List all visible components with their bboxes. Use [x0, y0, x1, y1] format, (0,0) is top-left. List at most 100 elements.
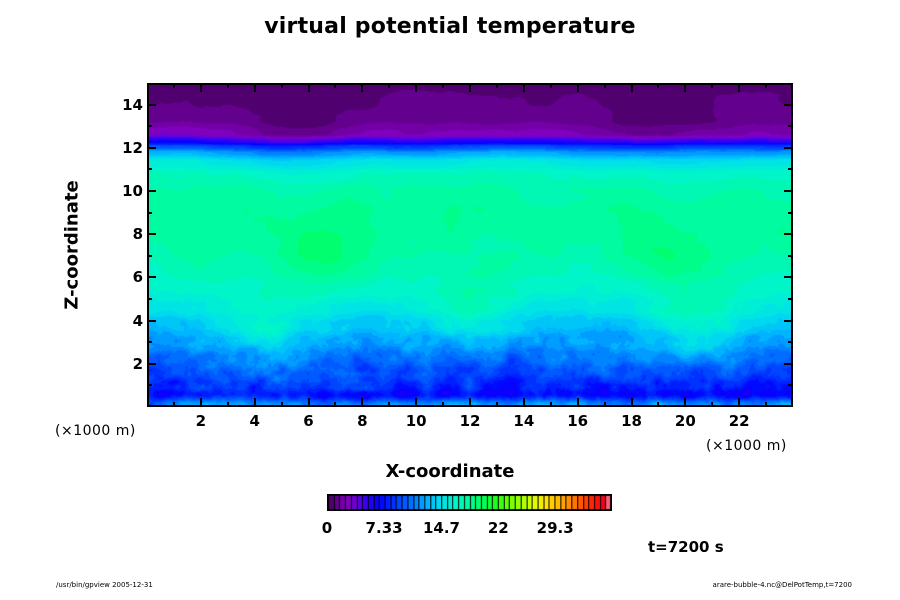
y-tick-major-right [784, 319, 793, 322]
colorbar-tick-label: 14.7 [422, 519, 460, 537]
x-tick-minor [172, 402, 175, 407]
x-axis-title: X-coordinate [385, 461, 515, 482]
x-axis-unit-note: (×1000 m) [706, 438, 787, 454]
y-tick-major-right [784, 103, 793, 106]
y-tick-minor-right [788, 254, 793, 257]
contour-plot-area [147, 83, 793, 407]
x-tick-label: 10 [405, 412, 427, 430]
y-tick-major [147, 190, 156, 192]
y-tick-major [147, 319, 156, 322]
y-tick-minor-right [788, 211, 793, 214]
x-tick-major-top [253, 83, 256, 92]
y-tick-major-right [784, 233, 793, 236]
colorbar-canvas [327, 494, 612, 511]
colorbar-tick-label: 7.33 [365, 519, 403, 537]
x-tick-minor-top [603, 83, 606, 88]
x-tick-minor [495, 402, 498, 407]
y-tick-major-right [784, 146, 793, 149]
y-tick-minor [147, 211, 152, 214]
x-tick-minor [442, 402, 445, 407]
x-tick-minor [711, 402, 714, 407]
y-tick-label: 6 [132, 268, 143, 287]
x-tick-minor-top [442, 83, 445, 88]
x-tick-major-top [415, 83, 418, 92]
x-tick-major-top [307, 83, 310, 92]
x-tick-major [199, 398, 202, 407]
x-tick-major [576, 398, 579, 407]
x-tick-label: 4 [249, 412, 260, 430]
x-tick-major-top [522, 83, 525, 92]
x-tick-minor-top [711, 83, 714, 88]
colorbar-tick-label: 29.3 [536, 519, 574, 537]
x-tick-minor [549, 402, 552, 407]
x-tick-label: 18 [621, 412, 642, 430]
x-tick-major [415, 398, 418, 407]
x-tick-minor [280, 402, 283, 407]
y-tick-major [147, 233, 156, 236]
y-axis-title: Z-coordinate [61, 180, 83, 310]
x-tick-minor [226, 402, 229, 407]
x-tick-label: 20 [674, 412, 696, 430]
colorbar-tick-label: 22 [487, 519, 509, 537]
y-tick-minor [147, 341, 152, 344]
y-tick-minor-right [788, 168, 793, 171]
y-tick-minor [147, 384, 152, 387]
x-tick-minor [657, 402, 660, 407]
x-tick-major [469, 398, 471, 407]
y-axis-unit-note: (×1000 m) [55, 423, 136, 439]
y-tick-minor-right [788, 341, 793, 344]
x-tick-label: 16 [567, 412, 589, 430]
y-tick-minor-right [788, 125, 793, 128]
y-tick-major-right [784, 190, 793, 192]
x-tick-label: 6 [303, 412, 314, 430]
temperature-field-canvas [149, 85, 791, 405]
x-tick-label: 12 [459, 412, 481, 430]
x-tick-minor [388, 402, 391, 407]
x-tick-minor-top [172, 83, 175, 88]
x-tick-minor-top [765, 83, 768, 88]
x-tick-label: 14 [513, 412, 535, 430]
y-tick-minor [147, 298, 152, 300]
y-tick-label: 10 [122, 182, 143, 200]
x-tick-major-top [199, 83, 202, 92]
x-tick-major [253, 398, 256, 407]
x-tick-minor [765, 402, 768, 407]
x-tick-label: 2 [195, 412, 207, 430]
y-tick-label: 2 [132, 354, 143, 373]
x-tick-minor-top [495, 83, 498, 88]
colorbar [327, 494, 612, 511]
x-tick-major [361, 398, 364, 407]
y-tick-label: 4 [132, 311, 143, 330]
x-tick-label: 22 [728, 412, 750, 430]
x-tick-major-top [738, 83, 741, 92]
colorbar-tick-label: 0 [321, 519, 333, 537]
y-tick-minor-right [788, 384, 793, 387]
x-tick-minor-top [334, 83, 337, 88]
y-tick-major-right [784, 276, 793, 279]
x-tick-major-top [576, 83, 579, 92]
y-tick-major [147, 276, 156, 279]
time-stamp-label: t=7200 s [648, 538, 724, 556]
x-tick-major [684, 398, 687, 407]
y-tick-minor [147, 168, 152, 171]
x-tick-minor-top [280, 83, 283, 88]
page-title: virtual potential temperature [264, 14, 636, 39]
x-tick-minor-top [388, 83, 391, 88]
y-tick-minor [147, 125, 152, 128]
x-tick-minor-top [657, 83, 660, 88]
y-tick-label: 12 [122, 138, 143, 157]
footer-source-label: arare-bubble-4.nc@DelPotTemp,t=7200 [712, 581, 852, 589]
y-tick-minor-right [788, 298, 793, 300]
x-tick-major [522, 398, 525, 407]
x-tick-major [307, 398, 310, 407]
y-tick-minor [147, 254, 152, 257]
x-tick-major-top [684, 83, 687, 92]
footer-command-label: /usr/bin/gpview 2005-12-31 [56, 581, 153, 589]
y-tick-major [147, 146, 156, 149]
x-tick-major [630, 398, 633, 407]
x-tick-minor [603, 402, 606, 407]
x-tick-major-top [469, 83, 471, 92]
x-tick-major [738, 398, 741, 407]
y-tick-label: 14 [122, 95, 143, 114]
x-tick-minor-top [549, 83, 552, 88]
